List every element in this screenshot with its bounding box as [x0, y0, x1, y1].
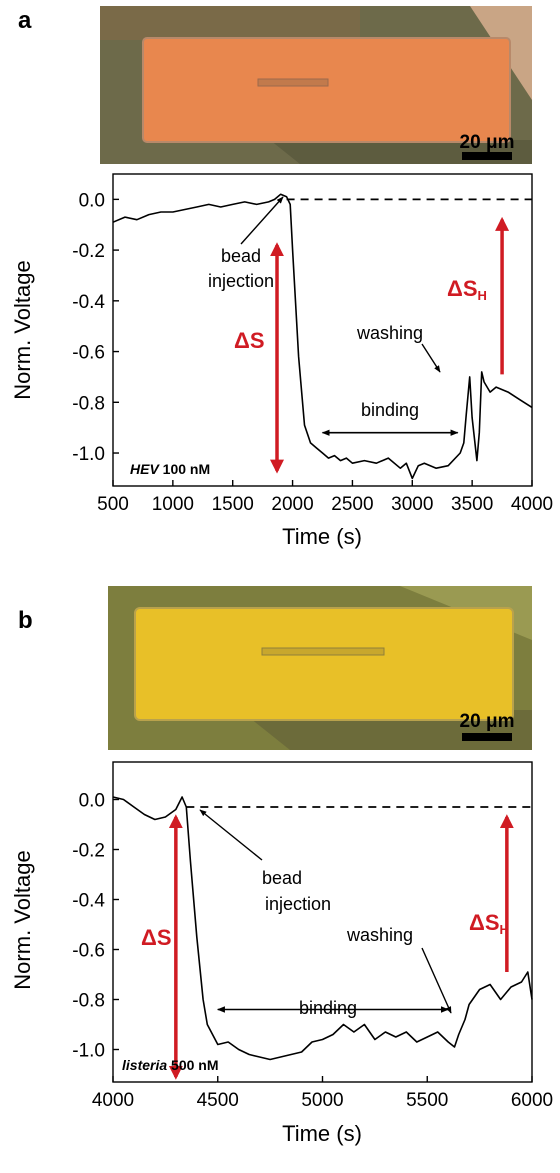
chart-a-washing-label: washing [356, 323, 423, 343]
chart-b-xtick-label: 6000 [511, 1090, 553, 1111]
chart-b-delta-s: ΔS [141, 925, 172, 950]
chart-a-plot-area [112, 173, 533, 487]
chart-b-ytick-label: -0.2 [72, 841, 105, 862]
chart-a-xtick-label: 3500 [451, 494, 493, 515]
chart-b-ytick-label: -1.0 [72, 1041, 105, 1062]
chart-a-xtick-label: 2000 [271, 494, 313, 515]
chart-a-xtick-label: 3000 [391, 494, 433, 515]
chart-a-delta-sh: ΔSH [447, 276, 487, 303]
chart-a-binding-label: binding [361, 400, 419, 420]
chart-b-washing-label: washing [346, 925, 413, 945]
chart-a: 500 1000 1500 2000 2500 3000 3500 4000 0.0 -0.2 -0… [72, 190, 553, 515]
chart-a-xtick-label: 1500 [212, 494, 254, 515]
chart-a-ytick-label: 0.0 [79, 190, 105, 211]
panel-b-scale-bar-label: 20 μm [460, 711, 515, 732]
chart-b-xtick-label: 5000 [301, 1090, 343, 1111]
chart-a-ytick-label: -1.0 [72, 444, 105, 465]
chart-b-ytick-label: -0.8 [72, 991, 105, 1012]
chart-a-ytick-label: -0.2 [72, 241, 105, 262]
chart-b-sample-label: listeria 500 nM [122, 1057, 219, 1073]
panel-a-micrograph: 20 μm [100, 6, 532, 164]
chart-b-xtick-label: 4500 [197, 1090, 239, 1111]
chart-b-ytick-label: -0.4 [72, 891, 105, 912]
panel-b-label: b [18, 607, 33, 634]
chart-b: 4000 4500 5000 5500 6000 0.0 -0.2 -0.4 -0.6 -0.8 -… [72, 791, 553, 1112]
chart-b-delta-sh-main: ΔS [469, 910, 500, 935]
chart-b-ytick-label: -0.6 [72, 941, 105, 962]
chart-b-bead-label-1: bead [262, 868, 302, 888]
chart-a-delta-sh-main: ΔS [447, 276, 478, 301]
chart-b-ytick-label: 0.0 [79, 791, 105, 812]
chart-b-sample-italic: listeria [122, 1057, 167, 1073]
chart-a-bead-pointer [240, 196, 284, 245]
chart-a-sample-rest: 100 nM [159, 461, 210, 477]
chart-b-bead-label-2: injection [265, 894, 331, 914]
chart-a-ytick-label: -0.4 [72, 292, 105, 313]
chart-b-binding-label: binding [299, 998, 357, 1018]
chart-a-xtick-label: 4000 [511, 494, 553, 515]
chart-b-washing-pointer [421, 947, 452, 1014]
chart-a-xtick-label: 500 [97, 494, 129, 515]
panel-a-scale-bar-label: 20 μm [460, 132, 515, 153]
chart-a-sample-italic: HEV [130, 461, 160, 477]
chart-b-xtick-label: 5500 [406, 1090, 448, 1111]
chart-a-delta-sh-sub: H [478, 288, 487, 303]
chart-b-ylabel: Norm. Voltage [10, 850, 35, 989]
chart-a-bead-label-2: injection [208, 271, 274, 291]
chart-a-ytick-label: -0.6 [72, 343, 105, 364]
chart-a-ylabel: Norm. Voltage [10, 260, 35, 399]
chart-b-series-line [112, 796, 533, 1061]
chart-b-xlabel: Time (s) [282, 1121, 362, 1146]
chart-a-sample-label: HEV 100 nM [130, 461, 210, 477]
chart-b-xtick-label: 4000 [92, 1090, 134, 1111]
chart-a-delta-s: ΔS [234, 328, 265, 353]
chart-a-xtick-label: 1000 [152, 494, 194, 515]
chart-b-bead-pointer [199, 809, 263, 861]
chart-a-xlabel: Time (s) [282, 524, 362, 549]
chart-b-delta-sh: ΔSH [469, 910, 509, 937]
panel-a-label: a [18, 7, 32, 34]
chart-b-sample-rest: 500 nM [167, 1057, 218, 1073]
panel-b-micrograph: 20 μm [108, 586, 532, 750]
chart-a-bead-label-1: bead [221, 246, 261, 266]
chart-a-series-line [112, 193, 533, 480]
chart-b-delta-sh-sub: H [500, 922, 509, 937]
chart-a-washing-pointer [421, 343, 441, 373]
chart-a-ytick-label: -0.8 [72, 393, 105, 414]
chart-a-xtick-label: 2500 [331, 494, 373, 515]
